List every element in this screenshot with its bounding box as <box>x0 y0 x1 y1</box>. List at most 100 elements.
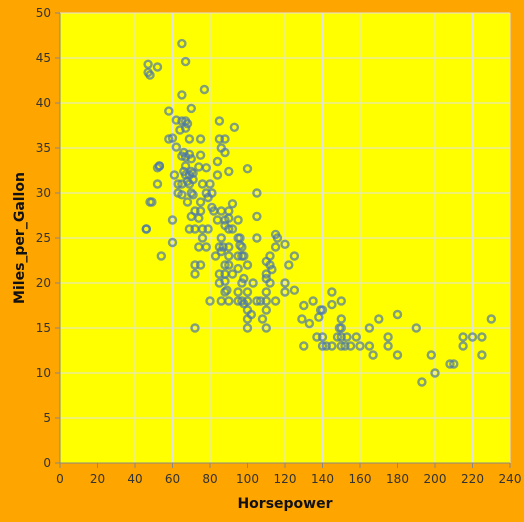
data-point <box>220 134 230 144</box>
y-tick-label: 50 <box>36 6 51 20</box>
data-point <box>252 296 262 306</box>
data-point <box>164 106 174 116</box>
data-point <box>229 122 240 133</box>
data-point <box>186 103 197 114</box>
data-point <box>184 224 195 234</box>
data-point <box>169 170 180 180</box>
data-point <box>239 251 249 261</box>
data-point <box>201 163 212 173</box>
data-point <box>201 242 212 252</box>
data-point <box>186 154 197 164</box>
data-point <box>197 224 208 234</box>
data-point <box>152 179 163 189</box>
data-point <box>222 285 232 295</box>
data-point <box>167 133 178 143</box>
x-tick-label: 160 <box>349 472 372 486</box>
data-point <box>297 314 307 324</box>
data-point <box>212 170 223 180</box>
data-point <box>224 260 234 270</box>
data-point <box>233 287 243 297</box>
data-point <box>351 332 361 342</box>
data-point <box>248 278 258 288</box>
data-point <box>239 273 249 284</box>
data-point <box>272 233 283 243</box>
x-tick-label: 140 <box>311 472 334 486</box>
data-point <box>214 269 225 279</box>
data-point <box>152 62 163 72</box>
data-point <box>242 163 253 174</box>
data-point <box>261 296 271 306</box>
x-tick-label: 180 <box>386 472 409 486</box>
y-axis-title: Miles_per_Gallon <box>12 172 28 304</box>
data-point <box>233 263 243 274</box>
data-point <box>190 323 200 333</box>
x-tick-label: 20 <box>90 472 105 486</box>
data-point <box>224 242 234 252</box>
data-point <box>280 287 290 297</box>
data-point <box>289 251 300 261</box>
data-point <box>265 251 275 261</box>
data-point <box>364 341 375 351</box>
data-points <box>141 38 496 387</box>
data-point <box>284 260 294 270</box>
data-point <box>242 260 253 270</box>
data-point <box>180 56 191 67</box>
data-point <box>336 296 346 306</box>
data-point <box>177 190 187 200</box>
data-point <box>210 251 221 261</box>
x-tick-label: 80 <box>202 472 217 486</box>
data-point <box>340 341 350 351</box>
data-point <box>201 188 212 198</box>
data-point <box>336 323 346 333</box>
x-tick-label: 60 <box>165 472 180 486</box>
data-point <box>227 199 238 209</box>
data-point <box>411 323 421 333</box>
data-point <box>317 332 328 342</box>
data-point <box>188 168 198 178</box>
data-point <box>449 359 459 369</box>
y-tick-label: 0 <box>43 456 51 470</box>
data-point <box>224 251 234 261</box>
x-tick-label: 240 <box>499 472 522 486</box>
data-point <box>252 233 262 243</box>
data-point <box>154 161 165 171</box>
data-point <box>195 206 206 216</box>
x-tick-label: 40 <box>127 472 142 486</box>
data-point <box>336 341 346 351</box>
x-tick-label: 120 <box>274 472 297 486</box>
data-point <box>368 350 378 360</box>
data-point <box>184 149 195 160</box>
data-point <box>327 299 337 310</box>
data-point <box>458 341 468 351</box>
data-point <box>342 332 352 342</box>
data-point <box>145 70 155 80</box>
data-point <box>207 188 217 198</box>
y-tick-label: 10 <box>36 366 51 380</box>
data-point <box>212 156 223 167</box>
data-point <box>374 314 384 324</box>
data-point <box>265 278 275 288</box>
data-point <box>180 161 191 171</box>
data-point <box>321 341 331 351</box>
data-point <box>227 269 238 279</box>
x-axis: 0 20 40 60 80 100 120 140 160 180 200 220 240 <box>56 462 522 486</box>
data-point <box>270 242 281 252</box>
data-point <box>171 142 182 152</box>
data-point <box>299 300 309 311</box>
data-point <box>220 260 230 270</box>
data-point <box>257 314 268 324</box>
data-point <box>195 197 206 207</box>
data-point <box>199 84 210 95</box>
data-point <box>252 188 262 198</box>
data-point <box>336 332 346 342</box>
y-tick-label: 40 <box>36 96 51 110</box>
data-point <box>392 350 403 360</box>
data-point <box>265 260 275 270</box>
x-tick-label: 100 <box>236 472 259 486</box>
data-point <box>255 296 266 306</box>
data-point <box>195 260 206 270</box>
data-point <box>430 368 440 378</box>
data-point <box>180 123 191 133</box>
data-point <box>214 242 225 252</box>
